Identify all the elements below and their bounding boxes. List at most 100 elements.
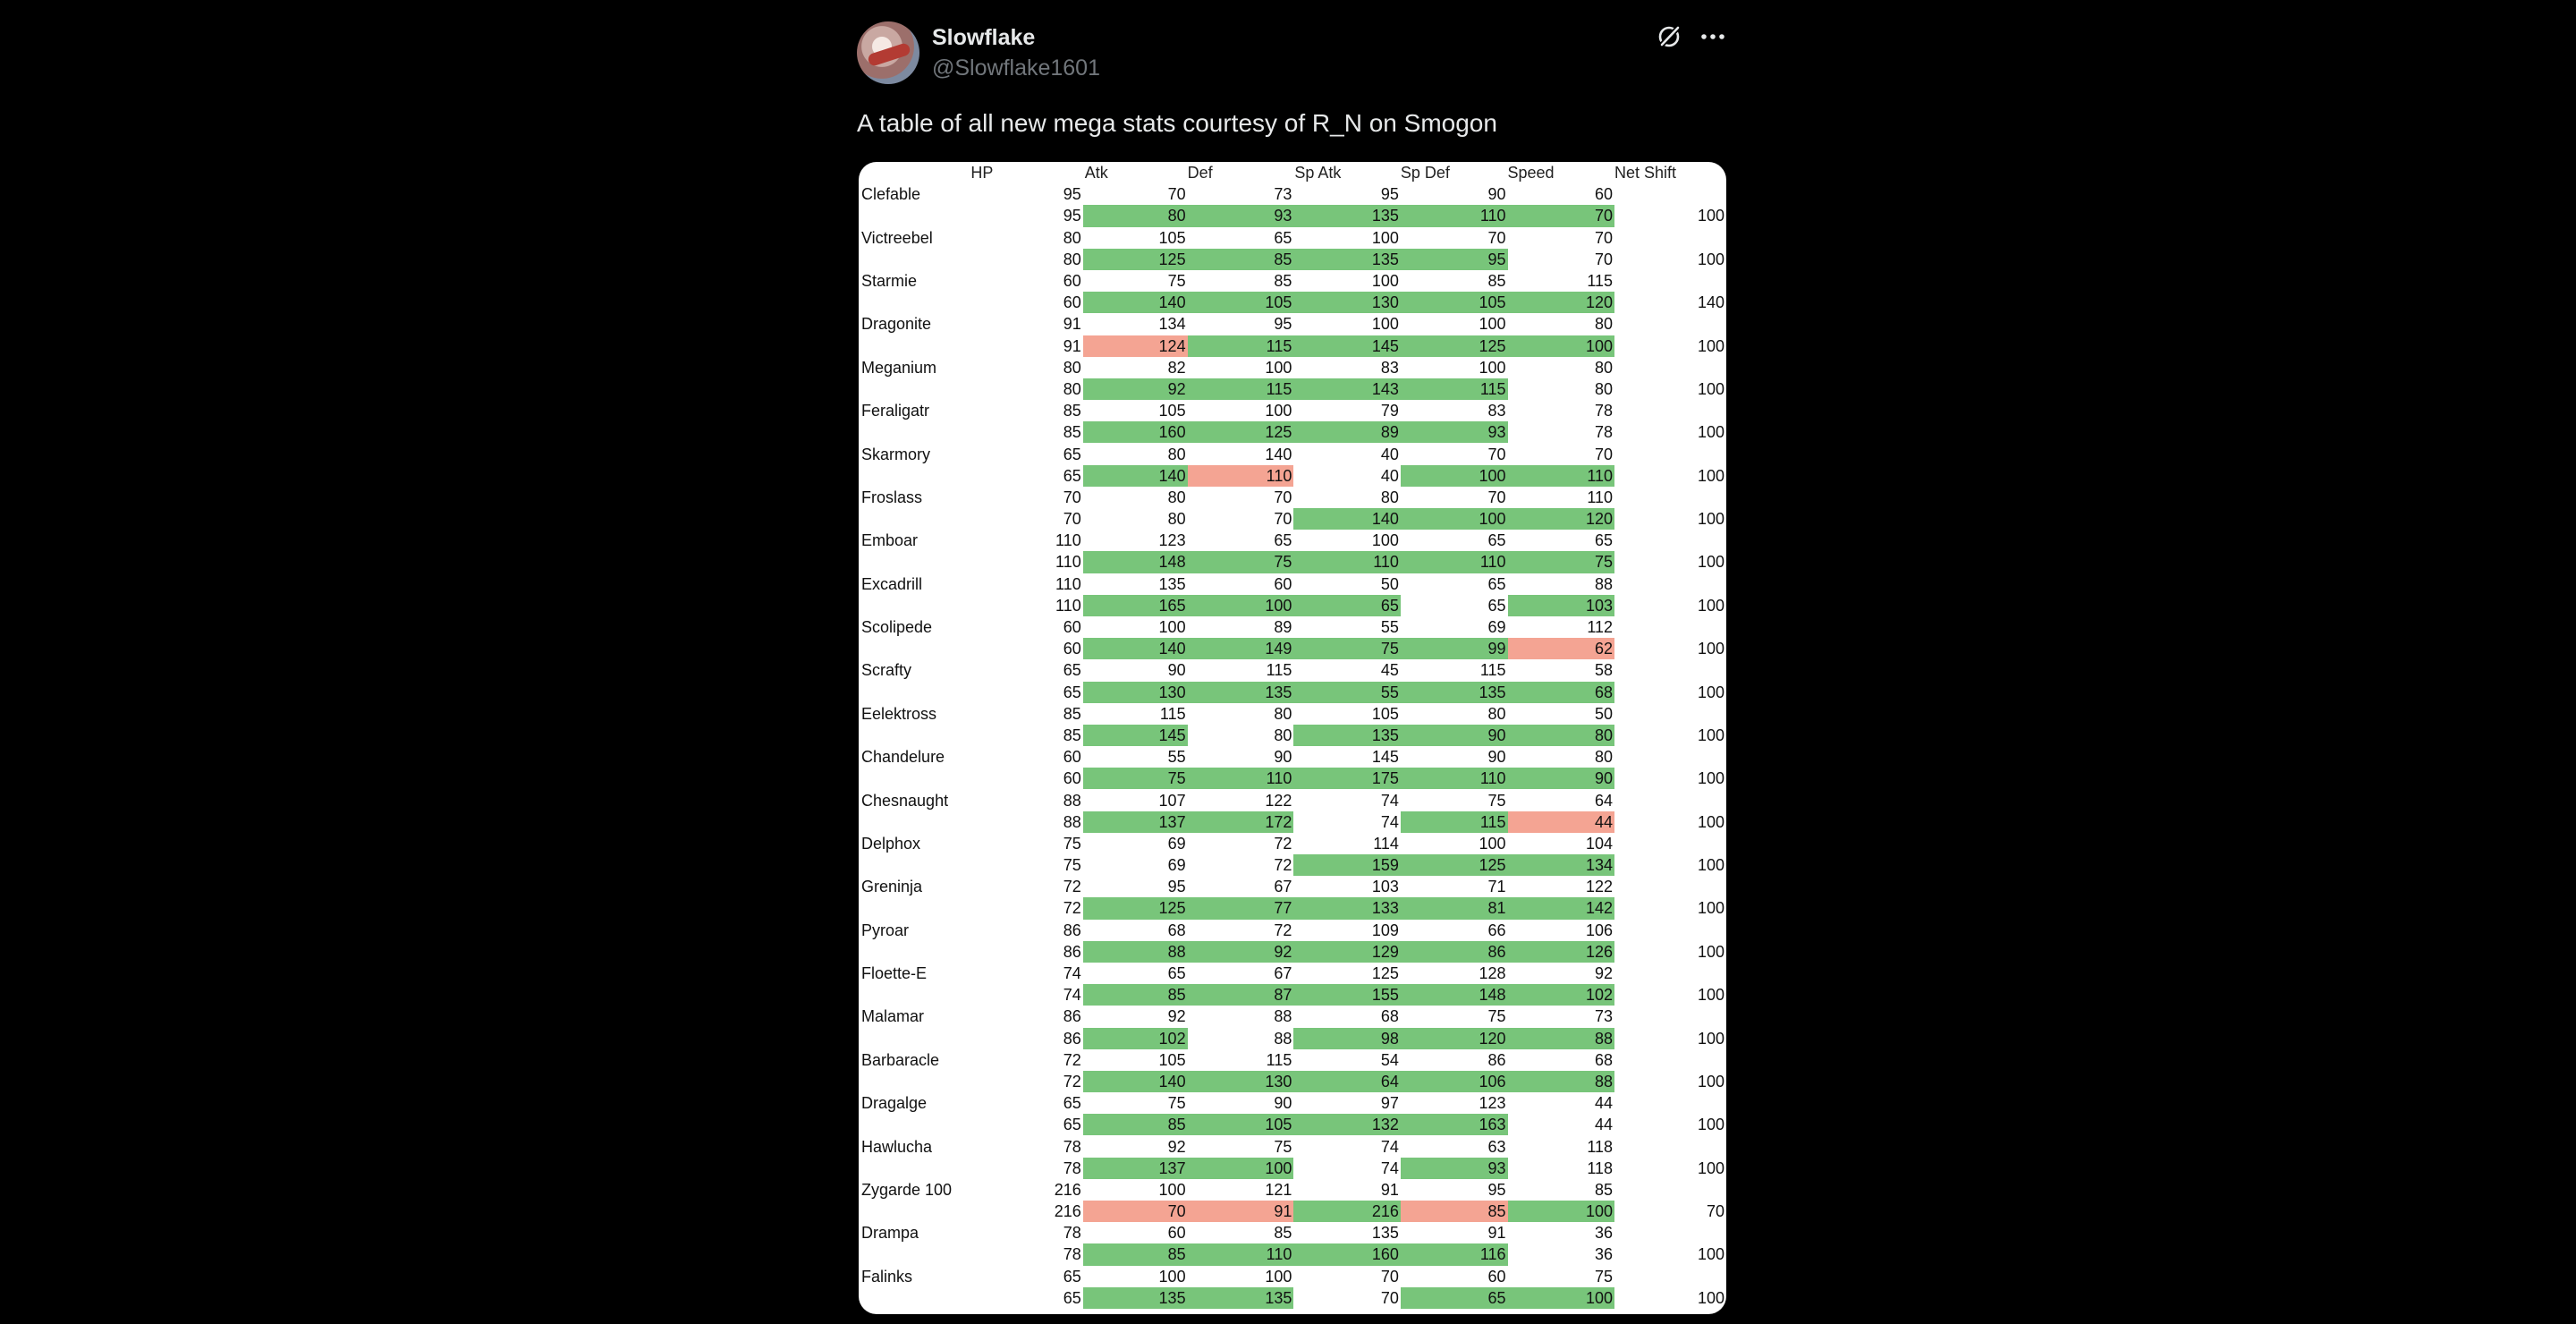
- mega-def-cell: 80: [1274, 726, 1292, 744]
- mega-speed-cell: 62: [1507, 638, 1615, 660]
- base-spatk-cell: 100: [1371, 531, 1399, 550]
- mega-atk-cell: 148: [1082, 551, 1188, 573]
- base-def-cell: 85: [1274, 1224, 1292, 1243]
- more-icon[interactable]: [1698, 23, 1728, 50]
- net-shift-cell: 100: [1697, 640, 1724, 658]
- mega-spdef-cell: 65: [1487, 596, 1506, 615]
- net-shift-empty-cell: [1614, 616, 1726, 638]
- base-spdef-cell: 100: [1479, 834, 1506, 853]
- mega-hp-cell: 86: [1063, 942, 1081, 961]
- mega-spatk-cell: 159: [1293, 854, 1401, 877]
- mega-def-cell: 105: [1187, 292, 1294, 314]
- mega-speed-cell: 100: [1507, 1286, 1615, 1309]
- mega-spdef-cell: 105: [1400, 292, 1508, 314]
- base-spdef-cell: 91: [1487, 1224, 1506, 1243]
- base-atk-cell: 105: [1158, 402, 1186, 420]
- base-atk-cell: 134: [1158, 315, 1186, 334]
- base-def-cell: 85: [1274, 272, 1292, 291]
- mega-def-cell: 135: [1187, 681, 1294, 703]
- mega-def-cell: 149: [1187, 638, 1294, 660]
- base-hp-cell: 110: [1055, 531, 1081, 550]
- base-spdef-cell: 95: [1487, 1180, 1506, 1199]
- base-spdef-cell: 70: [1487, 445, 1506, 463]
- table-row-mega: 85 160 125 89 93 78 100: [859, 421, 1726, 444]
- table-row-mega: 80 125 85 135 95 70 100: [859, 248, 1726, 270]
- mega-atk-cell: 92: [1082, 378, 1188, 401]
- table-row-mega: 65 135 135 70 65 100 100: [859, 1286, 1726, 1309]
- base-speed-cell: 80: [1594, 358, 1614, 377]
- display-name[interactable]: Slowflake: [932, 25, 1036, 50]
- grok-icon[interactable]: [1656, 23, 1682, 50]
- pokemon-name: Skarmory: [861, 445, 931, 463]
- mega-def-cell: 135: [1187, 1286, 1294, 1309]
- mega-speed-cell: 80: [1594, 379, 1614, 398]
- mega-atk-cell: 125: [1082, 248, 1188, 270]
- mega-atk-cell: 80: [1167, 510, 1186, 529]
- net-shift-cell: 100: [1697, 207, 1724, 225]
- base-spdef-cell: 90: [1487, 185, 1506, 204]
- name-empty-cell: [859, 1158, 965, 1179]
- pokemon-name: Dragonite: [861, 315, 932, 334]
- mega-hp-cell: 70: [1063, 510, 1081, 529]
- net-shift-empty-cell: [1614, 659, 1726, 681]
- base-spatk-cell: 50: [1380, 574, 1399, 593]
- base-spatk-cell: 79: [1380, 402, 1399, 420]
- base-def-cell: 90: [1274, 1094, 1292, 1113]
- net-shift-cell: 100: [1697, 899, 1724, 918]
- base-hp-cell: 65: [1063, 661, 1081, 680]
- base-def-cell: 121: [1265, 1180, 1292, 1199]
- net-shift-empty-cell: [1614, 1222, 1726, 1243]
- net-shift-empty-cell: [1614, 963, 1726, 984]
- mega-atk-cell: 88: [1082, 940, 1188, 963]
- mega-spatk-cell: 89: [1293, 421, 1401, 444]
- net-shift-cell: 100: [1697, 856, 1724, 875]
- mega-def-cell: 125: [1187, 421, 1294, 444]
- base-def-cell: 100: [1265, 1267, 1292, 1286]
- mega-spdef-cell: 110: [1400, 551, 1508, 573]
- mega-speed-cell: 102: [1507, 984, 1615, 1006]
- base-def-cell: 73: [1274, 185, 1292, 204]
- net-shift-empty-cell: [1614, 703, 1726, 725]
- mega-atk-cell: 85: [1082, 984, 1188, 1006]
- table-row-base: Froslass 70 80 70 80 70 110: [859, 487, 1726, 508]
- post-image[interactable]: HP Atk Def Sp Atk Sp Def Speed Net Shift…: [859, 162, 1726, 1314]
- base-speed-cell: 106: [1585, 921, 1614, 939]
- mega-speed-cell: 68: [1507, 681, 1615, 703]
- base-spdef-cell: 75: [1487, 791, 1506, 810]
- table-row-mega: 72 140 130 64 106 88 100: [859, 1070, 1726, 1093]
- mega-hp-cell: 65: [1063, 466, 1081, 485]
- mega-speed-cell: 134: [1507, 854, 1615, 877]
- name-empty-cell: [859, 941, 965, 963]
- user-handle[interactable]: @Slowflake1601: [932, 55, 1100, 81]
- mega-spdef-cell: 125: [1400, 854, 1508, 877]
- table-row-base: Hawlucha 78 92 75 74 63 118: [859, 1135, 1726, 1157]
- base-atk-cell: 100: [1158, 1180, 1186, 1199]
- mega-spdef-cell: 120: [1400, 1027, 1508, 1049]
- base-hp-cell: 60: [1063, 618, 1081, 637]
- pokemon-name: Hawlucha: [861, 1137, 933, 1156]
- mega-spatk-cell: 40: [1380, 466, 1399, 485]
- mega-speed-cell: 36: [1594, 1245, 1614, 1264]
- mega-speed-cell: 70: [1594, 250, 1614, 268]
- base-spdef-cell: 66: [1487, 921, 1506, 939]
- mega-spatk-cell: 74: [1380, 812, 1399, 831]
- mega-spdef-cell: 99: [1400, 638, 1508, 660]
- base-def-cell: 115: [1266, 1050, 1292, 1069]
- mega-hp-cell: 80: [1063, 250, 1081, 268]
- net-shift-cell: 100: [1697, 423, 1724, 442]
- net-shift-cell: 100: [1697, 1072, 1724, 1091]
- mega-hp-cell: 110: [1055, 553, 1081, 572]
- table-row-mega: 86 88 92 129 86 126 100: [859, 940, 1726, 963]
- table-row-base: Barbaracle 72 105 115 54 86 68: [859, 1049, 1726, 1071]
- avatar[interactable]: [857, 21, 919, 84]
- header-net-shift: Net Shift: [1614, 164, 1677, 182]
- pokemon-name: Zygarde 100: [861, 1180, 953, 1199]
- base-def-cell: 115: [1266, 661, 1292, 680]
- name-empty-cell: [859, 682, 965, 703]
- base-spdef-cell: 70: [1487, 488, 1506, 506]
- name-empty-cell: [859, 595, 965, 616]
- table-row-mega: 216 70 91 216 85 100 70: [859, 1201, 1726, 1223]
- net-shift-cell: 100: [1697, 1116, 1724, 1134]
- net-shift-empty-cell: [1614, 1006, 1726, 1027]
- base-spdef-cell: 100: [1479, 315, 1506, 334]
